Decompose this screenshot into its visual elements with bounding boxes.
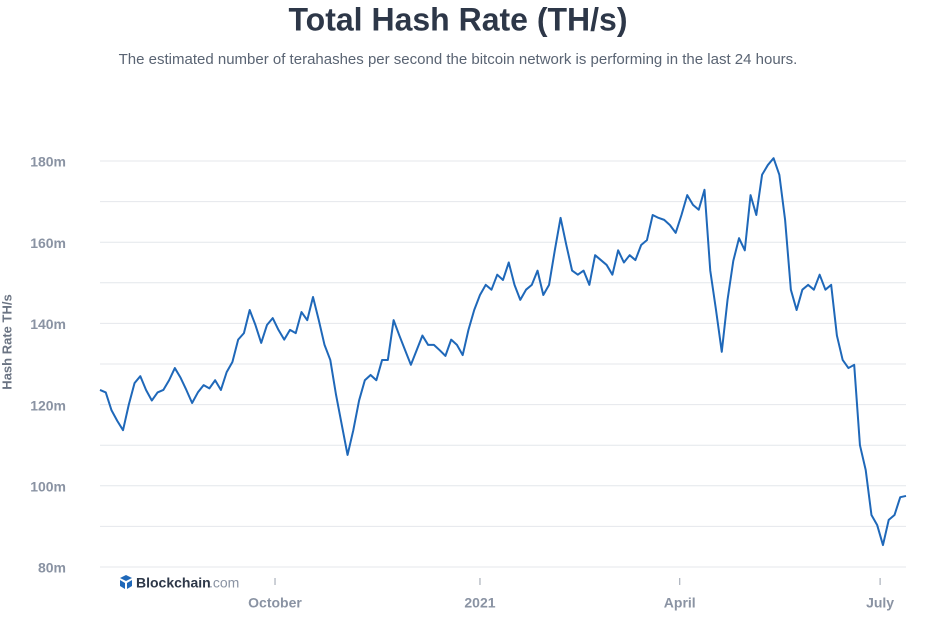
x-tick-label: 2021 bbox=[464, 595, 495, 611]
y-tick-label: 100m bbox=[30, 479, 66, 495]
brand-name: Blockchain bbox=[136, 575, 211, 591]
chart-title: Total Hash Rate (TH/s) bbox=[289, 1, 628, 37]
chart-subtitle: The estimated number of terahashes per s… bbox=[119, 51, 798, 68]
y-tick-label: 80m bbox=[38, 560, 66, 576]
x-tick-label: April bbox=[664, 595, 696, 611]
brand-icon bbox=[120, 575, 132, 589]
y-tick-label: 180m bbox=[30, 154, 66, 170]
y-axis-title: Hash Rate TH/s bbox=[0, 294, 14, 389]
brand-suffix: .com bbox=[209, 575, 239, 591]
brand: Blockchain .com bbox=[120, 575, 239, 591]
y-tick-label: 120m bbox=[30, 397, 66, 413]
x-tick-label: July bbox=[866, 595, 894, 611]
y-tick-label: 140m bbox=[30, 316, 66, 332]
data-line bbox=[99, 157, 907, 547]
x-tick-label: October bbox=[248, 595, 302, 611]
y-tick-label: 160m bbox=[30, 235, 66, 251]
